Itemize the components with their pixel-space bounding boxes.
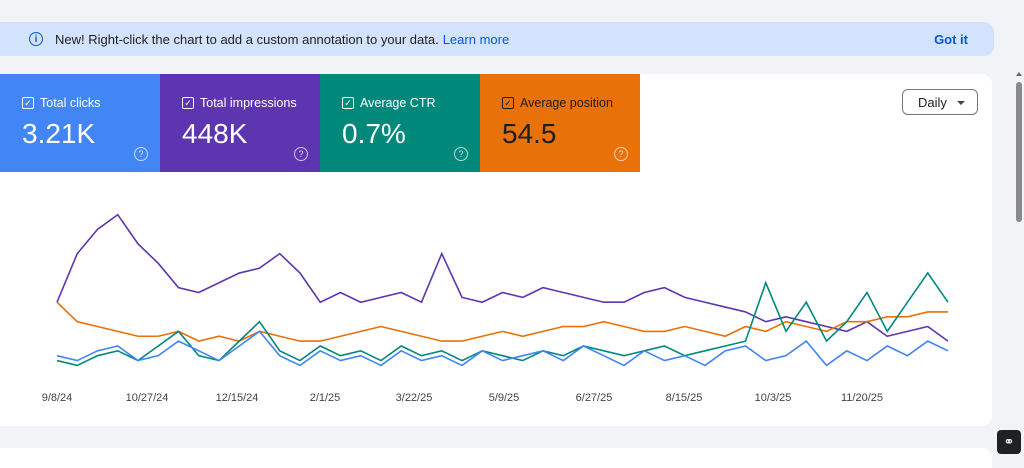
x-tick-label: 10/27/24 [126,392,169,404]
help-icon[interactable]: ? [294,147,308,161]
performance-chart[interactable]: 9/8/24 10/27/24 12/15/24 2/1/25 3/22/25 5/9/2… [0,74,992,426]
metric-label: ✓ Total impressions [182,96,320,110]
series-line-average-ctr [56,271,949,367]
series-line-average-position [56,301,948,342]
banner-text: New! Right-click the chart to add a cust… [55,31,439,47]
x-tick-label: 10/3/25 [755,392,792,404]
metric-tile-total-clicks[interactable]: ✓ Total clicks 3.21K ? [0,74,160,172]
x-tick-label: 12/15/24 [216,392,259,404]
got-it-button[interactable]: Got it [934,31,968,47]
x-tick-label: 5/9/25 [489,392,520,404]
metric-label: ✓ Total clicks [22,96,160,110]
metric-tile-average-ctr[interactable]: ✓ Average CTR 0.7% ? [320,74,480,172]
series-line-total-impressions [56,213,949,342]
help-icon[interactable]: ? [614,147,628,161]
metric-tile-average-position[interactable]: ✓ Average position 54.5 ? [480,74,640,172]
checkbox-icon[interactable]: ✓ [22,97,34,109]
chevron-down-icon [957,101,965,105]
scrollbar[interactable] [1014,70,1024,458]
metric-value: 3.21K [22,118,96,149]
metric-value: 54.5 [502,118,557,149]
x-tick-label: 2/1/25 [310,392,341,404]
checkbox-icon[interactable]: ✓ [502,97,514,109]
performance-chart-card: ✓ Total clicks 3.21K ? ✓ Total impressions … [0,74,992,426]
help-icon[interactable]: ? [454,147,468,161]
metric-tile-total-impressions[interactable]: ✓ Total impressions 448K ? [160,74,320,172]
checkbox-icon[interactable]: ✓ [182,97,194,109]
metric-label-text: Total clicks [40,96,101,110]
learn-more-link[interactable]: Learn more [442,31,510,47]
metric-label: ✓ Average position [502,96,640,110]
info-icon: i [29,32,43,46]
metric-label: ✓ Average CTR [342,96,480,110]
scrollbar-thumb[interactable] [1016,82,1022,222]
x-tick-label: 6/27/25 [576,392,613,404]
metric-value: 448K [182,118,248,149]
annotation-banner: i New! Right-click the chart to add a cu… [0,22,994,56]
metric-label-text: Average position [520,96,613,110]
granularity-dropdown[interactable]: Daily [902,89,978,115]
extension-icon[interactable]: ⚭ [997,430,1021,454]
x-tick-label: 3/22/25 [396,392,433,404]
help-icon[interactable]: ? [134,147,148,161]
x-tick-label: 8/15/25 [666,392,703,404]
x-tick-label: 9/8/24 [42,392,73,404]
granularity-value: Daily [918,94,947,110]
next-card [0,448,992,468]
x-tick-label: 11/20/25 [841,392,883,404]
metric-label-text: Total impressions [200,96,297,110]
scroll-up-icon[interactable] [1016,72,1022,76]
checkbox-icon[interactable]: ✓ [342,97,354,109]
metric-value: 0.7% [342,118,406,149]
metric-label-text: Average CTR [360,96,436,110]
series-line-total-clicks [56,330,949,367]
